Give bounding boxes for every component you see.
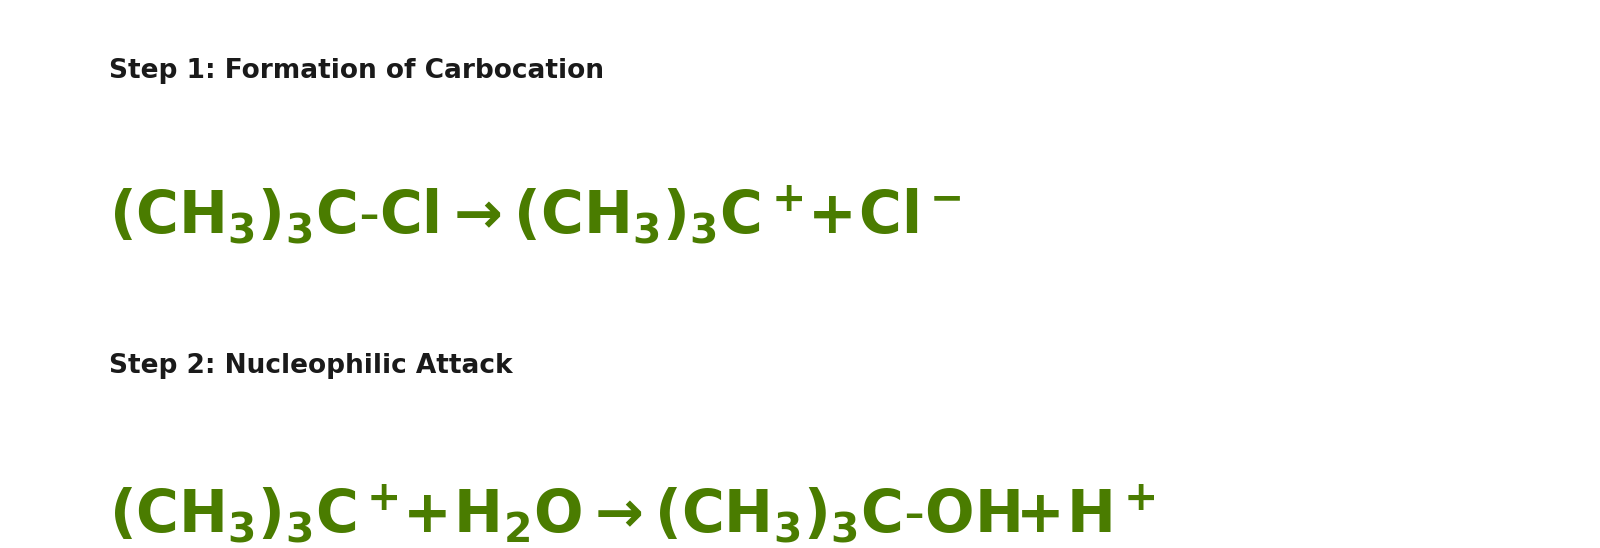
Text: $\mathbf{(CH_3)_3C^+ \!\!+\! H_2O \rightarrow (CH_3)_3C\text{-}OH \!\!+\! H^+}$: $\mathbf{(CH_3)_3C^+ \!\!+\! H_2O \right… (109, 482, 1155, 545)
Text: Step 2: Nucleophilic Attack: Step 2: Nucleophilic Attack (109, 353, 512, 379)
Text: Step 1: Formation of Carbocation: Step 1: Formation of Carbocation (109, 58, 603, 83)
Text: $\mathbf{(CH_3)_3C\text{-}Cl \rightarrow (CH_3)_3C^+ \!\!+\! Cl^-}$: $\mathbf{(CH_3)_3C\text{-}Cl \rightarrow… (109, 184, 962, 246)
